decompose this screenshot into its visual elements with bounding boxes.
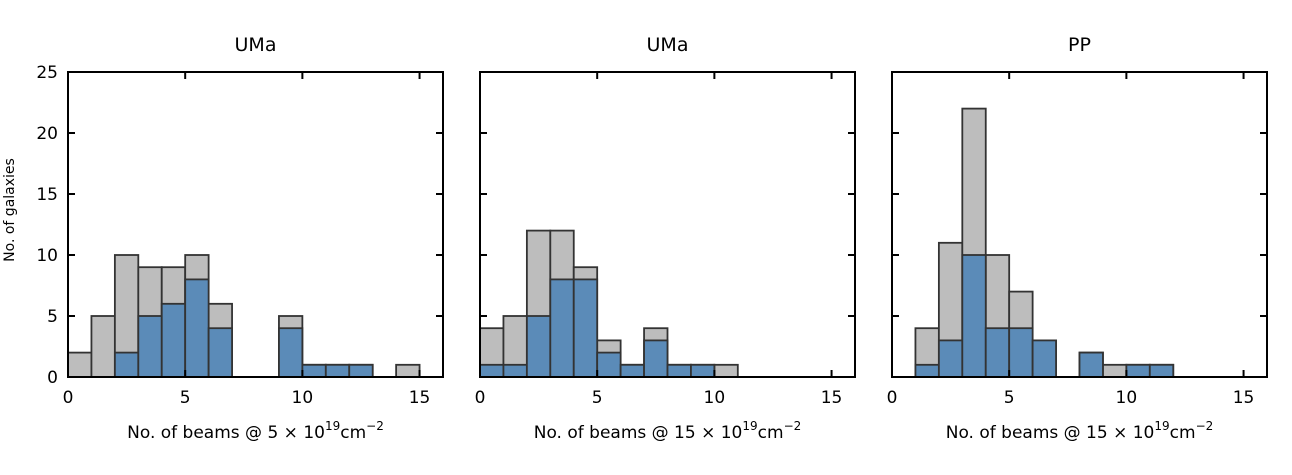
x-axis-label: No. of beams @ 15 × 1019cm−2 (946, 419, 1214, 443)
bar-subset-8 (666, 363, 692, 378)
x-tick-label: 5 (592, 388, 603, 408)
x-tick-label: 5 (180, 388, 191, 408)
bar-subset-6 (207, 327, 233, 378)
bar-subset-8 (1078, 351, 1104, 378)
bar-subset-6 (1031, 339, 1057, 378)
y-tick-label: 15 (36, 185, 58, 205)
bar-all-1 (90, 315, 116, 378)
bar-subset-11 (324, 363, 351, 378)
x-tick-label: 10 (292, 388, 314, 408)
y-tick-label: 0 (47, 368, 58, 388)
bar-subset-5 (596, 351, 622, 378)
x-tick-label: 15 (821, 388, 843, 408)
panel-3: PP 0 5 10 15 No. of beams @ 15 × 1019cm−2 (887, 34, 1268, 443)
bar-subset-6 (619, 363, 645, 378)
bar-subset-1 (914, 363, 940, 378)
x-tick-label: 15 (1233, 388, 1255, 408)
bar-subset-7 (643, 339, 669, 378)
bar-subset-2 (937, 339, 964, 378)
bar-subset-4 (160, 302, 187, 378)
bar-subset-10 (1125, 363, 1151, 378)
y-tick-label: 10 (36, 246, 58, 266)
y-tick-label: 25 (36, 63, 58, 83)
panel-2: UMa 0 5 10 15 No. of beams @ 15 × 1019cm−2 (475, 34, 856, 443)
x-axis-label: No. of beams @ 15 × 1019cm−2 (534, 419, 802, 443)
bar-subset-3 (137, 315, 163, 378)
x-tick-label: 10 (704, 388, 726, 408)
x-tick-label: 10 (1116, 388, 1138, 408)
bar-subset-4 (984, 327, 1011, 378)
bar-subset-3 (961, 254, 987, 378)
panel-title: PP (1068, 34, 1091, 56)
bar-subset-5 (1008, 327, 1034, 378)
x-tick-label: 0 (63, 388, 74, 408)
plot-frame (479, 71, 856, 378)
bar-subset-5 (184, 278, 210, 378)
panel-title: UMa (235, 34, 277, 56)
y-tick-label: 20 (36, 124, 58, 144)
bar-subset-10 (301, 363, 327, 378)
x-tick-label: 15 (409, 388, 431, 408)
bar-subset-9 (278, 327, 304, 378)
panel-1: UMa 0 5 10 15 0 5 10 15 20 25 No. of beams @ 5 × 10… (36, 34, 444, 443)
x-tick-label: 5 (1004, 388, 1015, 408)
bar-all-9 (1102, 363, 1128, 378)
bar-subset-2 (525, 315, 552, 378)
bar-subset-9 (690, 363, 716, 378)
x-axis-label: No. of beams @ 5 × 1019cm−2 (127, 419, 384, 443)
bar-all-14 (395, 363, 421, 378)
y-tick-label: 5 (47, 307, 58, 327)
x-tick-label: 0 (887, 388, 898, 408)
bar-subset-2 (113, 351, 140, 378)
panel-title: UMa (647, 34, 689, 56)
bar-subset-12 (348, 363, 374, 378)
bar-subset-3 (549, 278, 575, 378)
bar-subset-4 (572, 278, 599, 378)
y-axis-label: No. of galaxies (2, 158, 18, 262)
bar-subset-1 (502, 363, 528, 378)
plot-frame (891, 71, 1268, 378)
bar-subset-11 (1148, 363, 1175, 378)
bar-all-0 (67, 351, 93, 378)
x-tick-label: 0 (475, 388, 486, 408)
bar-subset-0 (479, 363, 505, 378)
plot-frame (67, 71, 444, 378)
bar-all-10 (713, 363, 739, 378)
